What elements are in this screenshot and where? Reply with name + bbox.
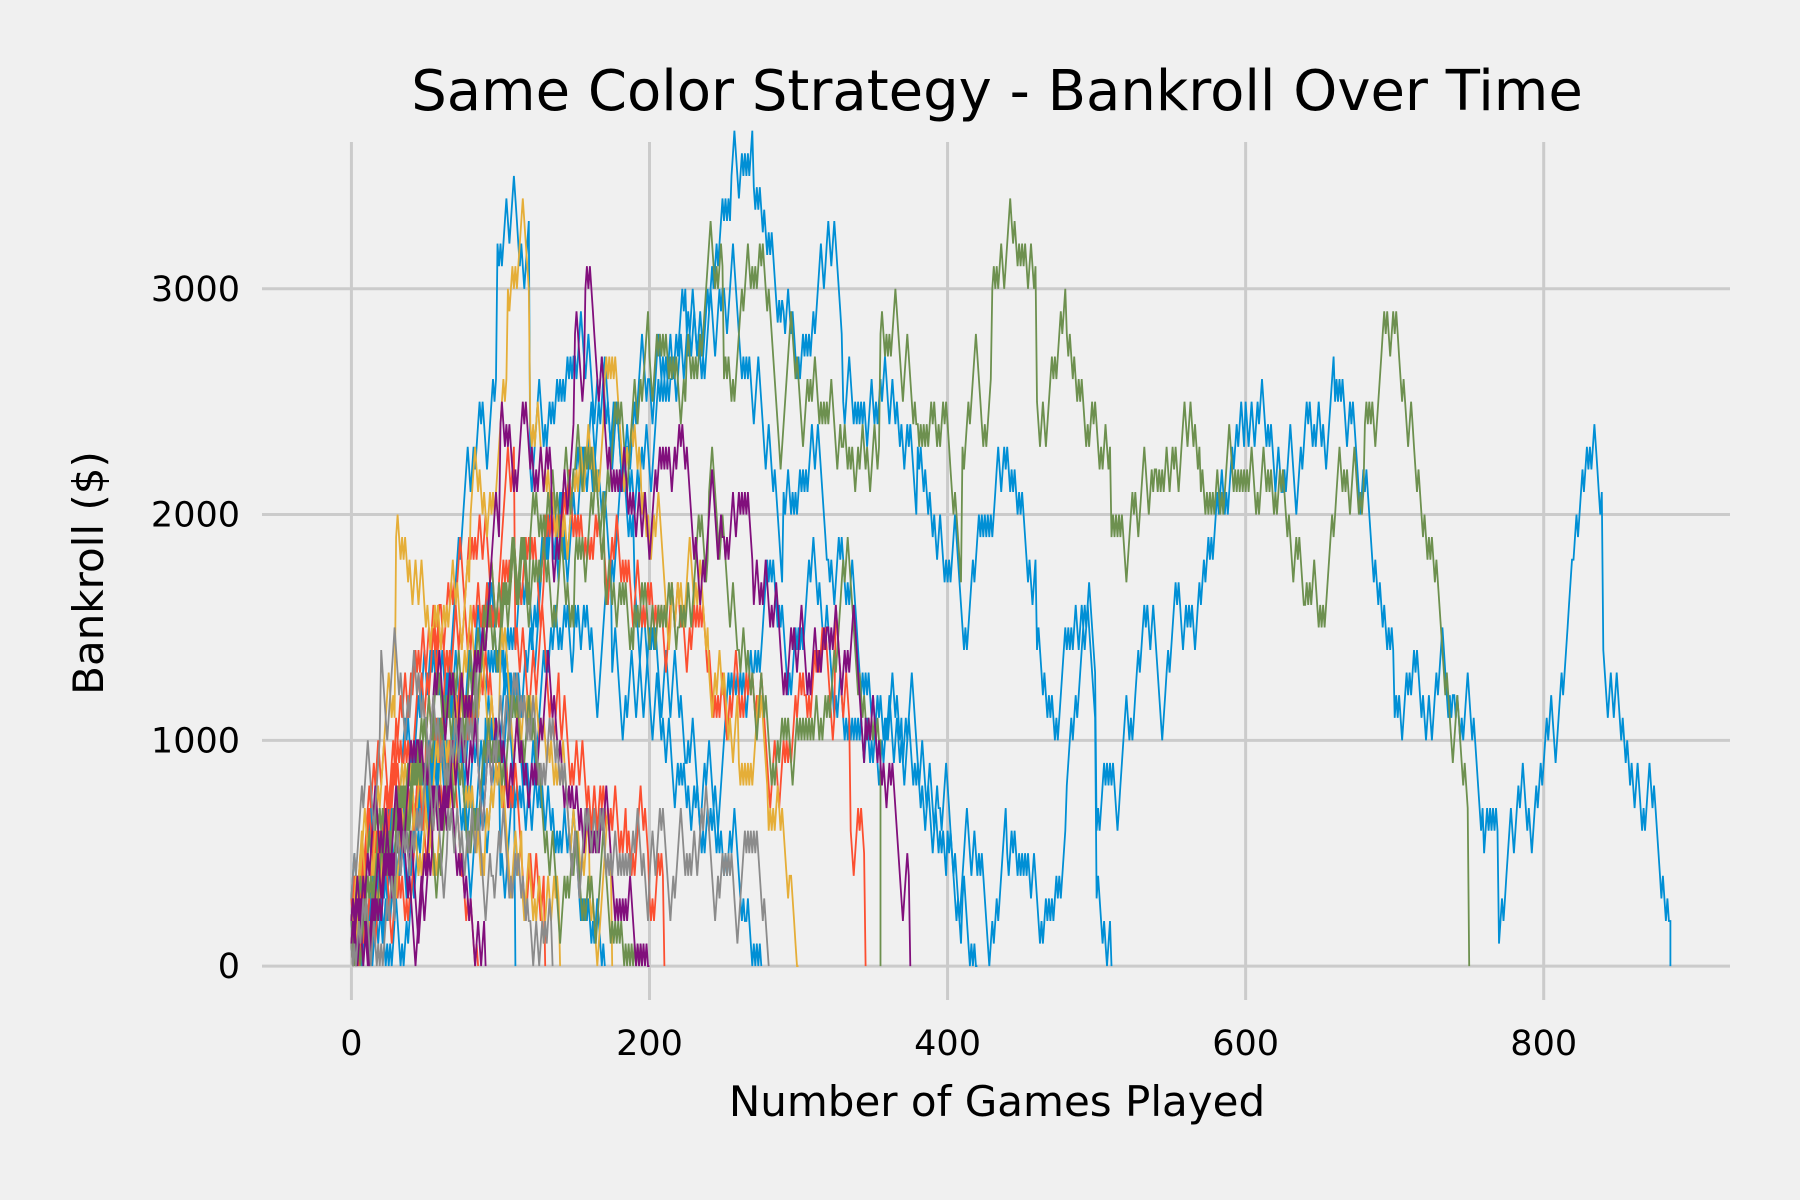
series-line bbox=[350, 198, 1471, 967]
y-tick-label: 3000 bbox=[151, 270, 240, 310]
series-line bbox=[350, 130, 1672, 967]
series-line bbox=[350, 198, 799, 967]
x-tick-label: 200 bbox=[616, 1024, 683, 1064]
series-line bbox=[350, 424, 882, 967]
series-line bbox=[350, 762, 487, 967]
y-tick-label: 2000 bbox=[151, 496, 240, 536]
x-axis-label: Number of Games Played bbox=[729, 1077, 1265, 1126]
x-tick-label: 800 bbox=[1510, 1024, 1577, 1064]
series-line bbox=[350, 740, 554, 967]
y-tick-label: 0 bbox=[218, 947, 240, 987]
x-tick-label: 0 bbox=[340, 1024, 362, 1064]
series-line bbox=[350, 266, 912, 967]
series-line bbox=[350, 627, 770, 967]
tick-labels: 0 200 400 600 800 0 1000 2000 3000 bbox=[151, 270, 1577, 1064]
chart-title: Same Color Strategy - Bankroll Over Time bbox=[411, 59, 1583, 124]
series-lines bbox=[350, 130, 1672, 967]
x-tick-label: 400 bbox=[914, 1024, 981, 1064]
y-tick-label: 1000 bbox=[151, 721, 240, 761]
y-axis-label: Bankroll ($) bbox=[64, 451, 113, 695]
series-line bbox=[350, 469, 867, 967]
x-tick-label: 600 bbox=[1212, 1024, 1279, 1064]
